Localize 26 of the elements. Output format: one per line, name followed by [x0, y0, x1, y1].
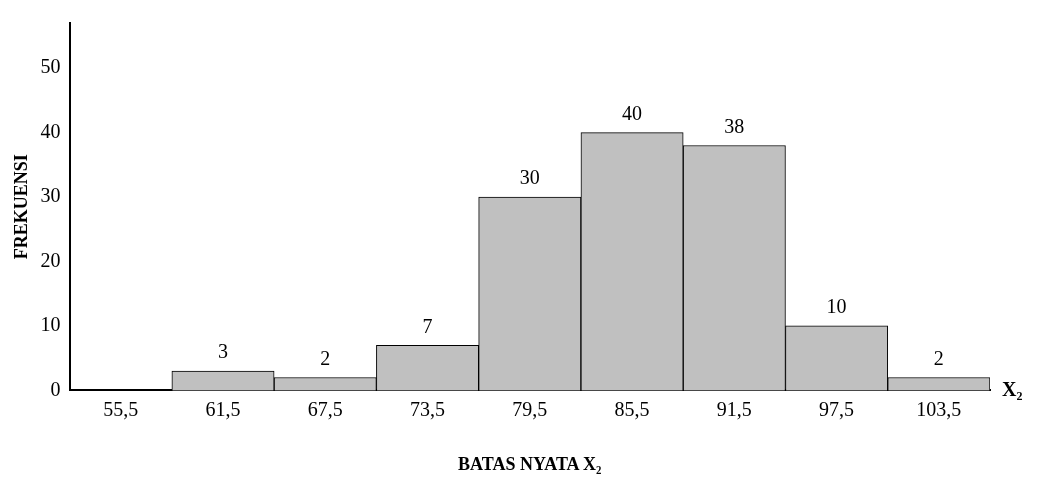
data-label: 3	[218, 340, 228, 363]
x-tick-label: 85,5	[614, 397, 650, 420]
data-label: 10	[826, 295, 847, 318]
x-tick-label: 91,5	[716, 397, 752, 420]
y-axis-title: FREKUENSI	[11, 154, 32, 260]
x-tick-label: 55,5	[103, 397, 139, 420]
data-label: 38	[724, 114, 745, 137]
data-label: 7	[422, 314, 433, 337]
y-tick-label: 10	[40, 313, 61, 336]
x-tick-label: 103,5	[916, 397, 962, 420]
y-tick-label: 20	[40, 248, 61, 271]
x-axis-title: BATAS NYATA X₂	[458, 453, 602, 474]
data-label: 2	[933, 346, 944, 369]
y-tick-label: 0	[50, 377, 61, 400]
data-label: 2	[320, 346, 331, 369]
x-tick-label: 67,5	[307, 397, 343, 420]
y-tick-label: 40	[40, 119, 61, 142]
x-tick-label: 97,5	[819, 397, 855, 420]
x-tick-label: 73,5	[410, 397, 446, 420]
x-tick-label: 61,5	[205, 397, 241, 420]
y-tick-label: 50	[40, 55, 61, 78]
data-label: 30	[519, 166, 540, 189]
y-tick-label: 30	[40, 184, 61, 207]
text: X₂	[1002, 377, 1023, 400]
x-tick-label: 79,5	[512, 397, 548, 420]
data-label: 40	[622, 101, 643, 124]
